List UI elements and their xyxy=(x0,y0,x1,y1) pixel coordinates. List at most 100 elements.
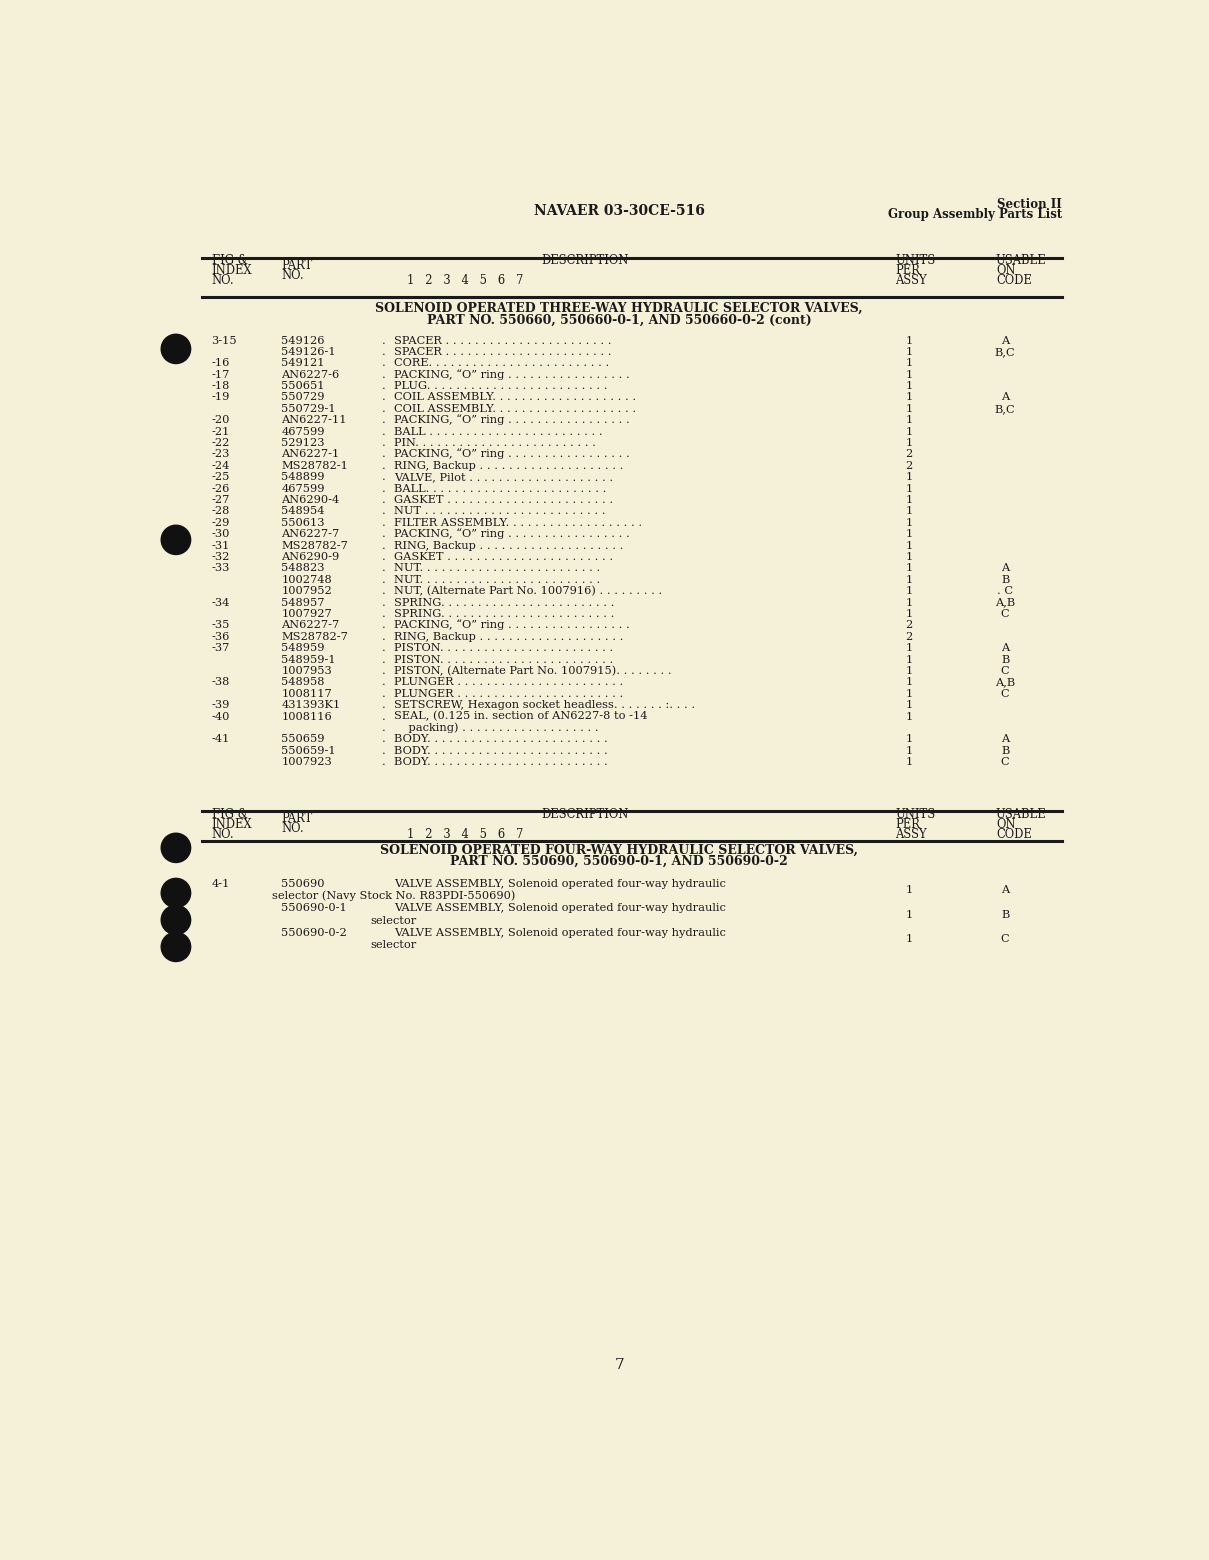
Text: A,B: A,B xyxy=(995,677,1016,688)
Text: 1: 1 xyxy=(906,700,913,710)
Text: -22: -22 xyxy=(212,438,230,448)
Text: -24: -24 xyxy=(212,460,230,471)
Text: .: . xyxy=(382,346,386,357)
Text: RING, Backup . . . . . . . . . . . . . . . . . . . .: RING, Backup . . . . . . . . . . . . . .… xyxy=(394,632,623,641)
Text: MS28782-1: MS28782-1 xyxy=(282,460,348,471)
Text: -23: -23 xyxy=(212,449,230,460)
Text: -32: -32 xyxy=(212,552,230,562)
Text: .: . xyxy=(382,404,386,413)
Text: -31: -31 xyxy=(212,541,230,551)
Text: .: . xyxy=(382,541,386,551)
Text: 1: 1 xyxy=(906,608,913,619)
Text: NO.: NO. xyxy=(282,822,303,835)
Circle shape xyxy=(161,833,191,863)
Text: NO.: NO. xyxy=(212,827,235,841)
Text: DESCRIPTION: DESCRIPTION xyxy=(542,808,629,821)
Text: selector: selector xyxy=(371,916,417,925)
Text: 1: 1 xyxy=(906,909,913,920)
Text: A: A xyxy=(1001,885,1010,895)
Text: 1: 1 xyxy=(906,885,913,895)
Text: AN6227-6: AN6227-6 xyxy=(282,370,340,379)
Circle shape xyxy=(161,878,191,908)
Text: -40: -40 xyxy=(212,711,230,722)
Text: COIL ASSEMBLY. . . . . . . . . . . . . . . . . . . .: COIL ASSEMBLY. . . . . . . . . . . . . .… xyxy=(394,393,636,402)
Text: 2: 2 xyxy=(906,621,913,630)
Text: AN6227-11: AN6227-11 xyxy=(282,415,347,426)
Text: GASKET . . . . . . . . . . . . . . . . . . . . . . .: GASKET . . . . . . . . . . . . . . . . .… xyxy=(394,495,613,505)
Text: 1007923: 1007923 xyxy=(282,757,332,768)
Text: INDEX: INDEX xyxy=(212,264,253,278)
Text: AN6227-1: AN6227-1 xyxy=(282,449,340,460)
Text: PLUNGER . . . . . . . . . . . . . . . . . . . . . . .: PLUNGER . . . . . . . . . . . . . . . . … xyxy=(394,677,623,688)
Text: .: . xyxy=(382,574,386,585)
Text: VALVE ASSEMBLY, Solenoid operated four-way hydraulic: VALVE ASSEMBLY, Solenoid operated four-w… xyxy=(394,878,725,889)
Text: SETSCREW, Hexagon socket headless. . . . . . . :. . . .: SETSCREW, Hexagon socket headless. . . .… xyxy=(394,700,695,710)
Text: .: . xyxy=(382,460,386,471)
Text: B: B xyxy=(1001,746,1010,755)
Text: .: . xyxy=(382,643,386,654)
Text: B,C: B,C xyxy=(995,346,1016,357)
Text: Section II: Section II xyxy=(997,198,1062,211)
Text: A: A xyxy=(1001,735,1010,744)
Text: -19: -19 xyxy=(212,393,230,402)
Text: .: . xyxy=(382,735,386,744)
Text: .: . xyxy=(382,438,386,448)
Text: PLUG. . . . . . . . . . . . . . . . . . . . . . . . .: PLUG. . . . . . . . . . . . . . . . . . … xyxy=(394,381,607,392)
Text: 1: 1 xyxy=(906,655,913,665)
Text: .: . xyxy=(382,495,386,505)
Text: B: B xyxy=(1001,655,1010,665)
Text: C: C xyxy=(1001,608,1010,619)
Text: CODE: CODE xyxy=(996,827,1031,841)
Text: -39: -39 xyxy=(212,700,230,710)
Text: .: . xyxy=(382,507,386,516)
Text: A: A xyxy=(1001,643,1010,654)
Text: PLUNGER . . . . . . . . . . . . . . . . . . . . . . .: PLUNGER . . . . . . . . . . . . . . . . … xyxy=(394,690,623,699)
Text: 1: 1 xyxy=(906,404,913,413)
Text: PART NO. 550660, 550660-0-1, AND 550660-0-2 (cont): PART NO. 550660, 550660-0-1, AND 550660-… xyxy=(427,314,811,326)
Text: PART: PART xyxy=(282,813,313,825)
Text: -28: -28 xyxy=(212,507,230,516)
Text: 1008116: 1008116 xyxy=(282,711,332,722)
Circle shape xyxy=(161,933,191,961)
Text: 1: 1 xyxy=(906,597,913,607)
Text: .: . xyxy=(382,711,386,722)
Text: .: . xyxy=(382,621,386,630)
Text: 7: 7 xyxy=(614,1359,624,1373)
Text: NAVAER 03-30CE-516: NAVAER 03-30CE-516 xyxy=(534,204,705,218)
Text: 2: 2 xyxy=(906,632,913,641)
Text: -25: -25 xyxy=(212,473,230,482)
Text: NUT. . . . . . . . . . . . . . . . . . . . . . . . .: NUT. . . . . . . . . . . . . . . . . . .… xyxy=(394,563,600,574)
Text: COIL ASSEMBLY. . . . . . . . . . . . . . . . . . . .: COIL ASSEMBLY. . . . . . . . . . . . . .… xyxy=(394,404,636,413)
Text: 1: 1 xyxy=(906,518,913,527)
Text: .: . xyxy=(382,359,386,368)
Text: -30: -30 xyxy=(212,529,230,540)
Text: .: . xyxy=(382,666,386,675)
Text: .: . xyxy=(382,677,386,688)
Text: 1: 1 xyxy=(906,735,913,744)
Text: -17: -17 xyxy=(212,370,230,379)
Text: 1002748: 1002748 xyxy=(282,574,332,585)
Text: 550729: 550729 xyxy=(282,393,325,402)
Text: .: . xyxy=(382,597,386,607)
Text: -33: -33 xyxy=(212,563,230,574)
Text: USABLE: USABLE xyxy=(996,254,1047,267)
Text: UNITS: UNITS xyxy=(895,254,936,267)
Text: 1: 1 xyxy=(906,346,913,357)
Text: NUT, (Alternate Part No. 1007916) . . . . . . . . .: NUT, (Alternate Part No. 1007916) . . . … xyxy=(394,587,663,596)
Text: -27: -27 xyxy=(212,495,230,505)
Text: PISTON. . . . . . . . . . . . . . . . . . . . . . . .: PISTON. . . . . . . . . . . . . . . . . … xyxy=(394,643,613,654)
Text: -16: -16 xyxy=(212,359,230,368)
Text: 550729-1: 550729-1 xyxy=(282,404,336,413)
Text: PACKING, “O” ring . . . . . . . . . . . . . . . . .: PACKING, “O” ring . . . . . . . . . . . … xyxy=(394,619,630,630)
Text: BALL. . . . . . . . . . . . . . . . . . . . . . . . .: BALL. . . . . . . . . . . . . . . . . . … xyxy=(394,484,606,493)
Text: .: . xyxy=(382,587,386,596)
Text: selector: selector xyxy=(371,941,417,950)
Text: 1: 1 xyxy=(906,507,913,516)
Text: 1   2   3   4   5   6   7: 1 2 3 4 5 6 7 xyxy=(407,275,523,287)
Text: 1: 1 xyxy=(906,438,913,448)
Circle shape xyxy=(161,334,191,363)
Text: 1: 1 xyxy=(906,359,913,368)
Text: BODY. . . . . . . . . . . . . . . . . . . . . . . . .: BODY. . . . . . . . . . . . . . . . . . … xyxy=(394,757,607,768)
Text: 1: 1 xyxy=(906,370,913,379)
Text: 548957: 548957 xyxy=(282,597,325,607)
